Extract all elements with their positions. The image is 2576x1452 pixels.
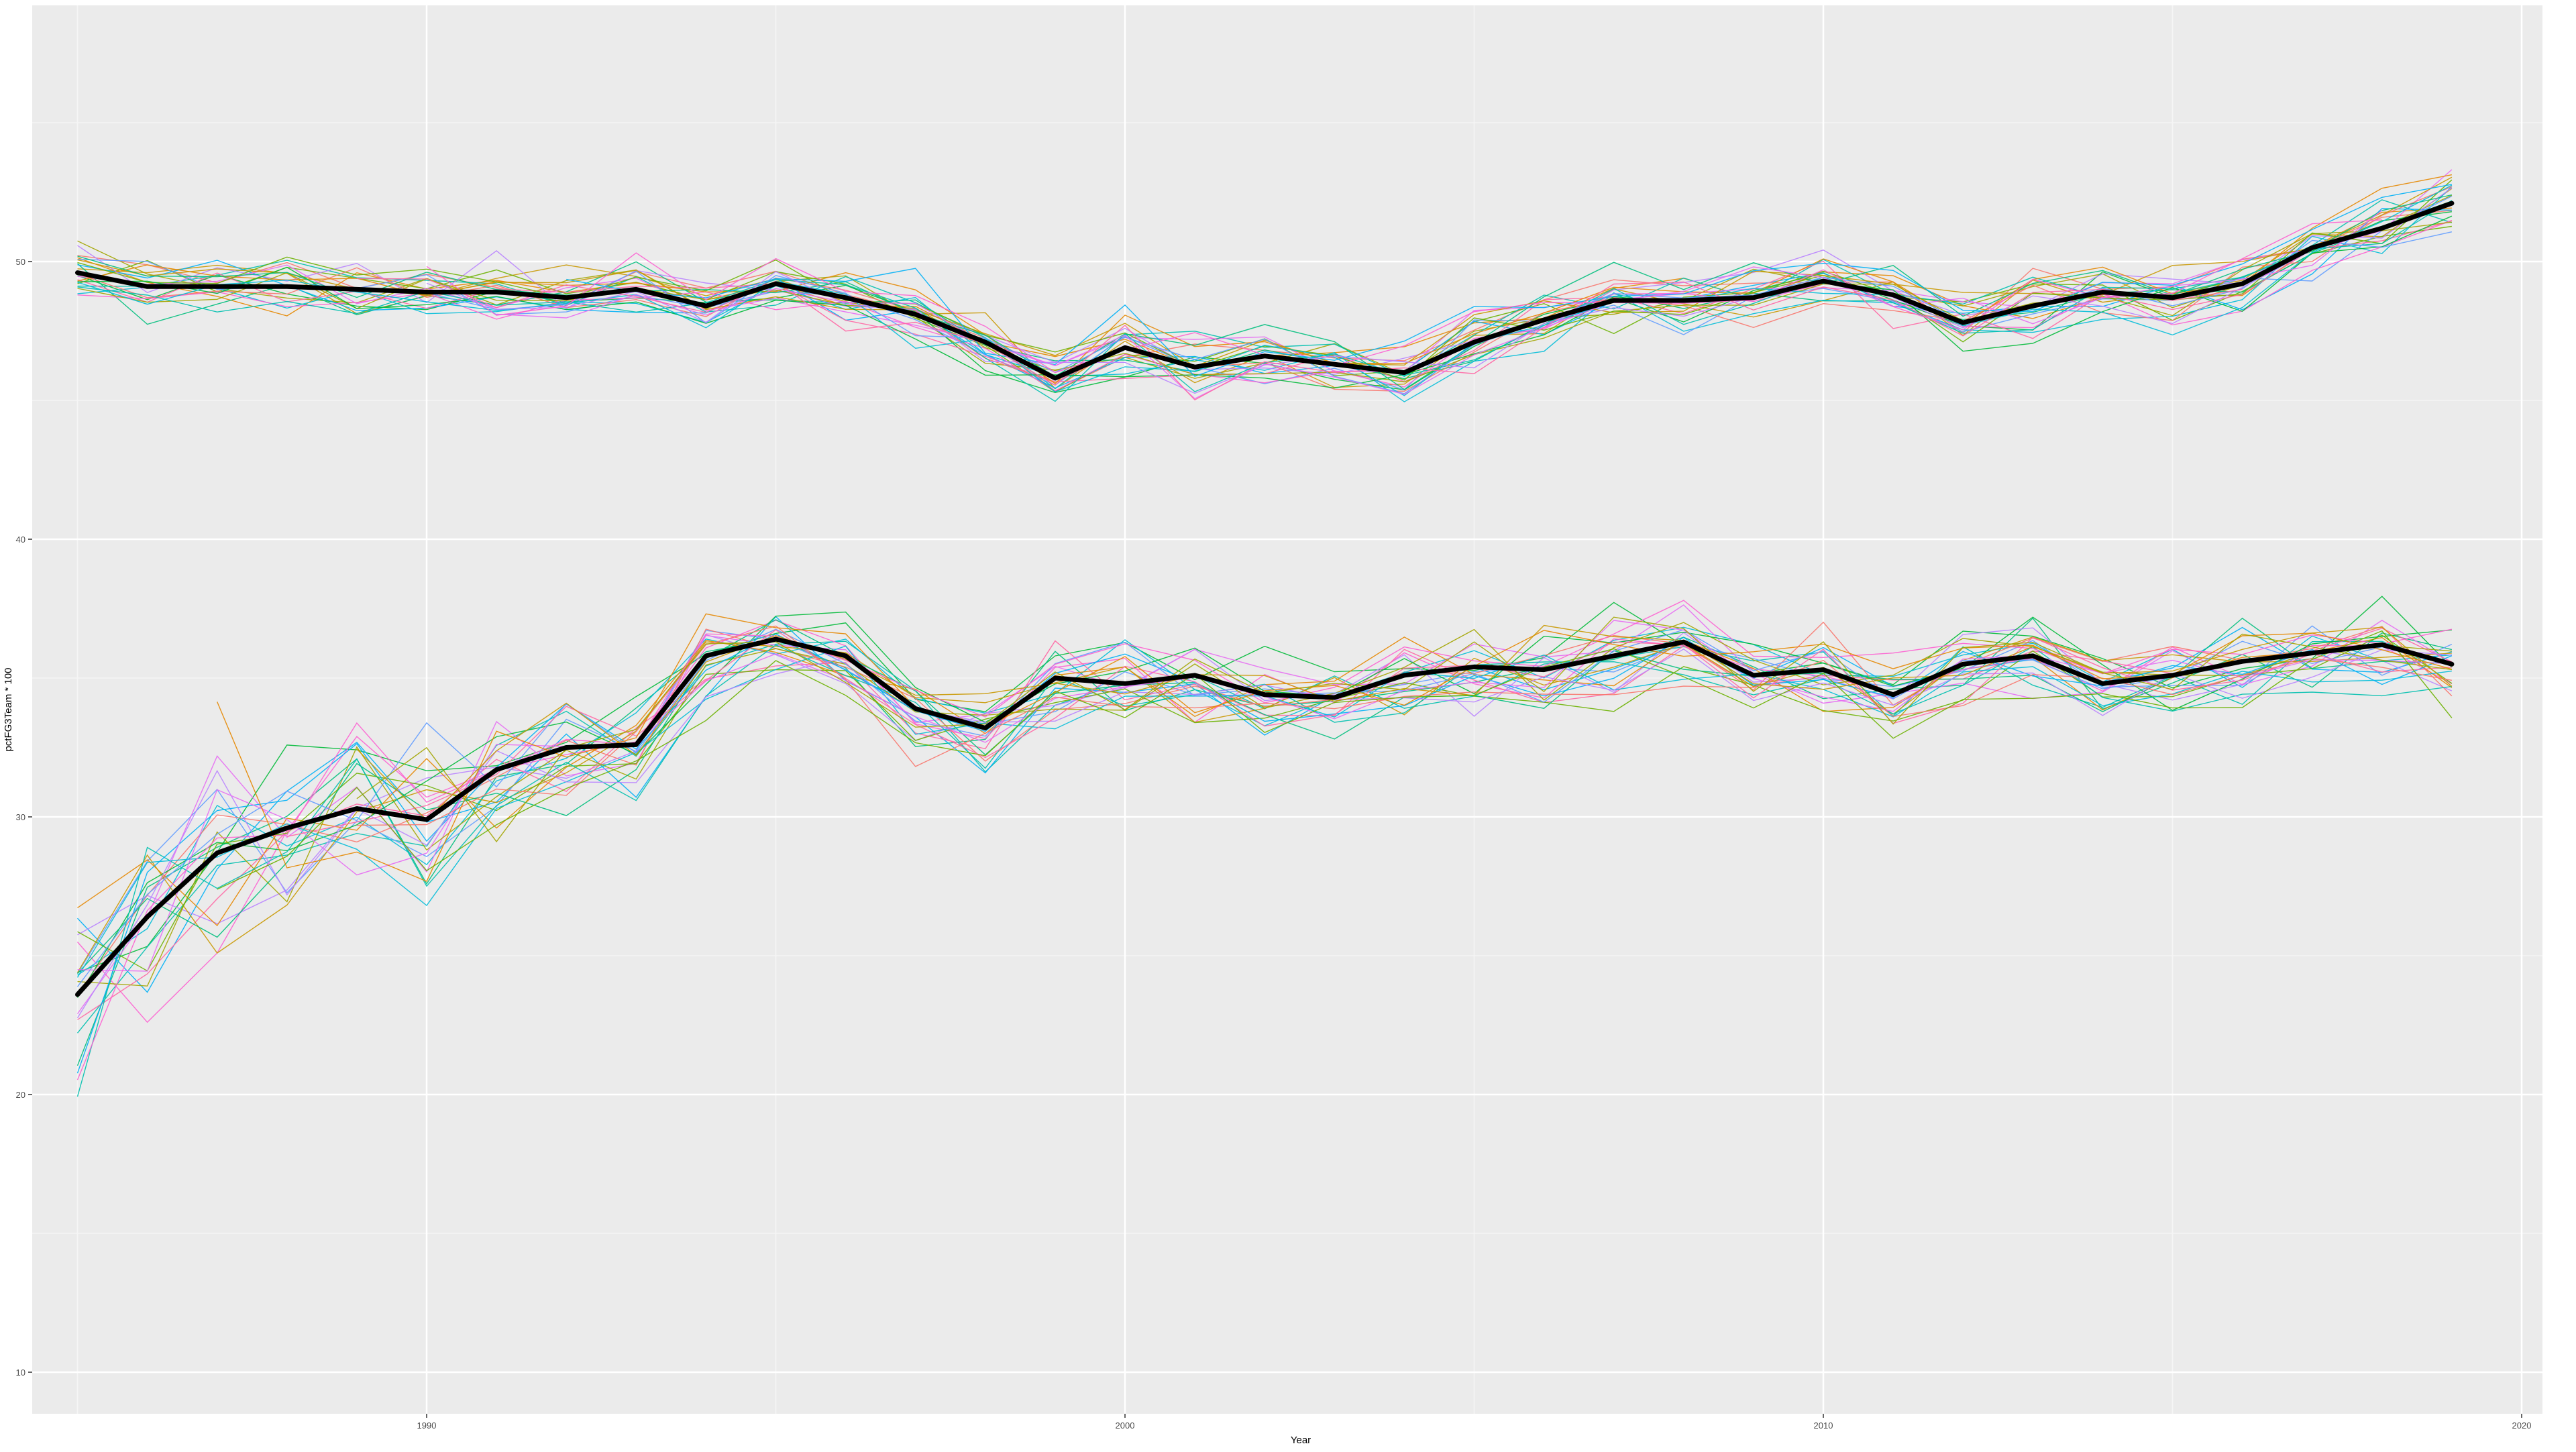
x-axis-label: Year: [1291, 1435, 1311, 1446]
x-tick-label: 2010: [1814, 1420, 1833, 1431]
team-line-lower: [356, 625, 2453, 826]
y-axis-label: pctFG3Team * 100: [3, 667, 14, 751]
team-line-lower: [76, 611, 2452, 998]
team-line-lower: [76, 633, 2453, 1074]
team-line-upper: [77, 179, 2453, 381]
team-line-lower: [356, 616, 2452, 843]
y-tick-label: 20: [16, 1090, 25, 1100]
team-line-upper: [77, 220, 2453, 392]
team-line-upper: [356, 278, 2243, 401]
x-tick-label: 2020: [2512, 1420, 2532, 1431]
major-gridlines: [32, 5, 2542, 1414]
team-line-lower: [217, 613, 2453, 883]
x-tick-label: 1990: [417, 1420, 437, 1431]
plot-panel: [32, 5, 2542, 1414]
y-tick-label: 50: [16, 257, 25, 267]
team-line-lower: [77, 627, 2453, 1020]
mean-line-upper: [75, 201, 2455, 381]
mean-line-lower: [75, 636, 2455, 997]
team-line-upper: [496, 210, 2383, 400]
mean-series-lines: [75, 201, 2455, 997]
y-tick-label: 30: [16, 812, 25, 822]
y-tick-label: 40: [16, 535, 25, 545]
team-line-upper: [77, 199, 2453, 390]
team-line-lower: [217, 630, 2453, 890]
team-line-upper: [77, 186, 2453, 402]
team-line-upper: [77, 176, 2453, 367]
x-tick-label: 2000: [1116, 1420, 1135, 1431]
team-line-upper: [77, 194, 2453, 390]
team-line-upper: [77, 187, 2453, 375]
team-line-upper: [77, 184, 2453, 396]
y-tick-label: 10: [16, 1367, 25, 1378]
y-axis: 10 20 30 40 50: [16, 257, 32, 1378]
team-line-lower: [77, 596, 2453, 973]
team-line-upper: [426, 219, 2382, 374]
x-axis: 1990 2000 2010 2020: [417, 1414, 2532, 1431]
